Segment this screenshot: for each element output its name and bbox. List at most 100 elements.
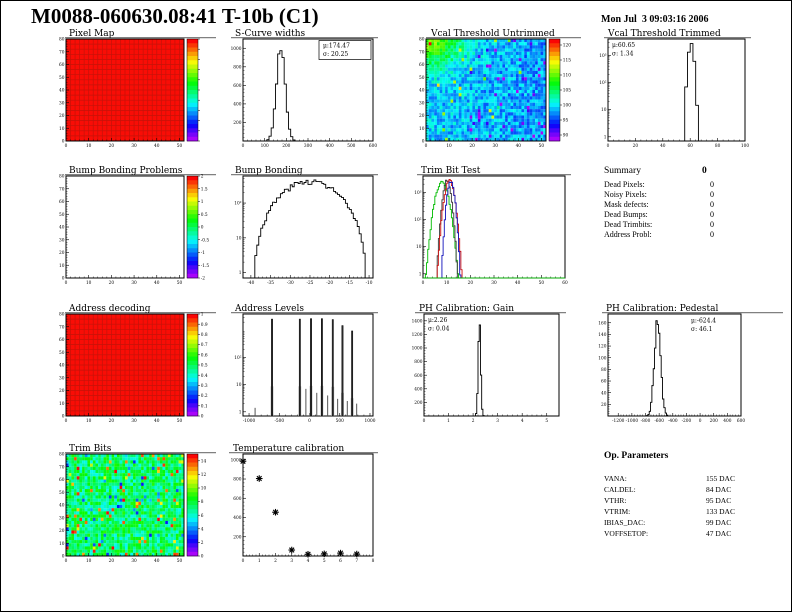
svg-text:50: 50 <box>177 419 183 424</box>
svg-text:200: 200 <box>233 535 241 540</box>
svg-text:4: 4 <box>201 527 204 532</box>
svg-text:Vcal Threshold Untrimmed: Vcal Threshold Untrimmed <box>430 29 555 39</box>
svg-text:μ:60.65: μ:60.65 <box>612 42 635 49</box>
plot-bump-bonding: Bump Bonding -40 -35 -30 -25 -20 -15 -10 1 10 10² <box>223 164 381 296</box>
svg-text:400: 400 <box>326 144 334 149</box>
svg-text:500: 500 <box>336 419 344 424</box>
svg-text:12: 12 <box>201 473 207 478</box>
op-parameters-rows: VANA: 155 DAC CALDEL: 84 DAC VTHR: 95 DAC V… <box>586 474 786 540</box>
svg-text:30: 30 <box>131 419 137 424</box>
svg-text:8: 8 <box>372 559 375 564</box>
svg-text:-1200: -1200 <box>612 419 625 424</box>
svg-text:10: 10 <box>419 127 425 132</box>
summary-row: Dead Trimbits: 0 <box>586 220 776 230</box>
svg-text:30: 30 <box>491 281 497 286</box>
plot-ph-calibration-pedestal: PH Calibration: Pedestal -1200 -1000 -800 -6… <box>586 302 786 434</box>
svg-text:110: 110 <box>563 74 571 79</box>
svg-text:0: 0 <box>308 419 311 424</box>
svg-text:200: 200 <box>282 144 290 149</box>
svg-text:2: 2 <box>201 541 204 546</box>
svg-text:PH Calibration: Pedestal: PH Calibration: Pedestal <box>606 304 718 314</box>
svg-text:40: 40 <box>59 364 65 369</box>
page-title: M0088-060630.08:41 T-10b (C1) <box>31 4 319 28</box>
svg-text:20: 20 <box>633 144 639 149</box>
svg-text:500: 500 <box>347 144 355 149</box>
svg-text:0.7: 0.7 <box>201 343 208 348</box>
svg-text:60: 60 <box>419 63 425 68</box>
svg-text:10: 10 <box>236 383 242 388</box>
svg-text:60: 60 <box>59 63 65 68</box>
svg-text:200: 200 <box>414 401 422 406</box>
svg-text:20: 20 <box>59 389 65 394</box>
svg-text:300: 300 <box>304 144 312 149</box>
svg-text:10: 10 <box>86 144 92 149</box>
plot-vcal-threshold-untrimmed: Vcal Threshold Untrimmed 0 10 20 30 40 50 0 10 20… <box>404 27 584 159</box>
op-parameter-row: VTRIM: 133 DAC <box>586 507 786 518</box>
summary-row-label: Mask defects: <box>604 200 649 209</box>
svg-text:0.5: 0.5 <box>201 213 208 218</box>
svg-text:20: 20 <box>59 529 65 534</box>
svg-text:-20: -20 <box>326 281 333 286</box>
op-parameter-label: IBIAS_DAC: <box>604 518 646 527</box>
svg-text:6: 6 <box>339 559 342 564</box>
plot-scurve-widths: S-Curve widths 0 100 200 300 400 500 600 200 400 6… <box>223 27 381 159</box>
plot-temperature-calibration: Temperature calibration 0 1 2 3 4 5 6 7 8 200 400 60… <box>223 442 381 574</box>
svg-text:0.5: 0.5 <box>201 364 208 369</box>
op-parameter-row: VTHR: 95 DAC <box>586 496 786 507</box>
svg-text:80: 80 <box>59 38 65 43</box>
svg-text:10: 10 <box>59 127 65 132</box>
svg-text:-400: -400 <box>668 419 678 424</box>
svg-text:1: 1 <box>447 419 450 424</box>
svg-text:400: 400 <box>233 516 241 521</box>
op-parameter-value: 133 DAC <box>706 507 735 516</box>
svg-text:10²: 10² <box>414 217 421 223</box>
svg-text:2: 2 <box>274 559 277 564</box>
svg-text:40: 40 <box>154 281 160 286</box>
svg-text:1: 1 <box>258 559 261 564</box>
svg-text:10: 10 <box>601 108 607 113</box>
plot-bump-bonding-problems: Bump Bonding Problems 0 10 20 30 40 50 0 10 20 30 4… <box>41 164 219 296</box>
plot-address-decoding: Address decoding 0 10 20 30 40 50 0 10 20 30 40 50 60… <box>41 302 219 434</box>
summary-row-label: Dead Bumps: <box>604 210 648 219</box>
svg-text:600: 600 <box>737 419 745 424</box>
svg-text:PH Calibration: Gain: PH Calibration: Gain <box>419 304 514 314</box>
svg-text:400: 400 <box>233 103 241 108</box>
svg-text:115: 115 <box>563 59 571 64</box>
svg-text:40: 40 <box>516 144 522 149</box>
svg-text:60: 60 <box>59 478 65 483</box>
plot-pixel-map: Pixel Map 0 10 20 30 40 50 0 10 20 30 40 50 60 70 80 <box>41 27 219 159</box>
chart-canvas-ph-pedestal: PH Calibration: Pedestal -1200 -1000 -800 -6… <box>598 304 783 424</box>
summary-row-label: Noisy Pixels: <box>604 190 647 199</box>
op-parameter-label: VTHR: <box>604 496 627 505</box>
svg-text:1000: 1000 <box>365 419 376 424</box>
svg-text:50: 50 <box>59 76 65 81</box>
svg-text:40: 40 <box>154 419 160 424</box>
svg-text:400: 400 <box>414 387 422 392</box>
svg-text:20: 20 <box>59 114 65 119</box>
svg-text:0: 0 <box>201 415 204 420</box>
svg-text:-200: -200 <box>682 419 692 424</box>
summary-row-value: 0 <box>710 230 714 239</box>
svg-text:20: 20 <box>468 281 474 286</box>
summary-row-value: 0 <box>710 180 714 189</box>
svg-text:Bump Bonding Problems: Bump Bonding Problems <box>69 166 183 176</box>
svg-text:60: 60 <box>59 200 65 205</box>
svg-text:-10: -10 <box>366 281 373 286</box>
svg-text:0: 0 <box>422 281 425 286</box>
svg-text:8: 8 <box>201 500 204 505</box>
svg-text:60: 60 <box>601 380 607 385</box>
svg-text:20: 20 <box>601 403 607 408</box>
svg-text:120: 120 <box>598 345 606 350</box>
svg-text:40: 40 <box>601 391 607 396</box>
plot-ph-calibration-gain: PH Calibration: Gain 0 1 2 3 4 5 200 400 600 800 10… <box>404 302 569 434</box>
svg-text:30: 30 <box>131 281 137 286</box>
svg-text:10: 10 <box>59 402 65 407</box>
svg-text:0: 0 <box>242 144 245 149</box>
svg-text:30: 30 <box>59 516 65 521</box>
svg-text:90: 90 <box>563 134 569 139</box>
svg-text:0.2: 0.2 <box>201 394 208 399</box>
summary-row: Noisy Pixels: 0 <box>586 190 776 200</box>
svg-text:50: 50 <box>419 76 425 81</box>
